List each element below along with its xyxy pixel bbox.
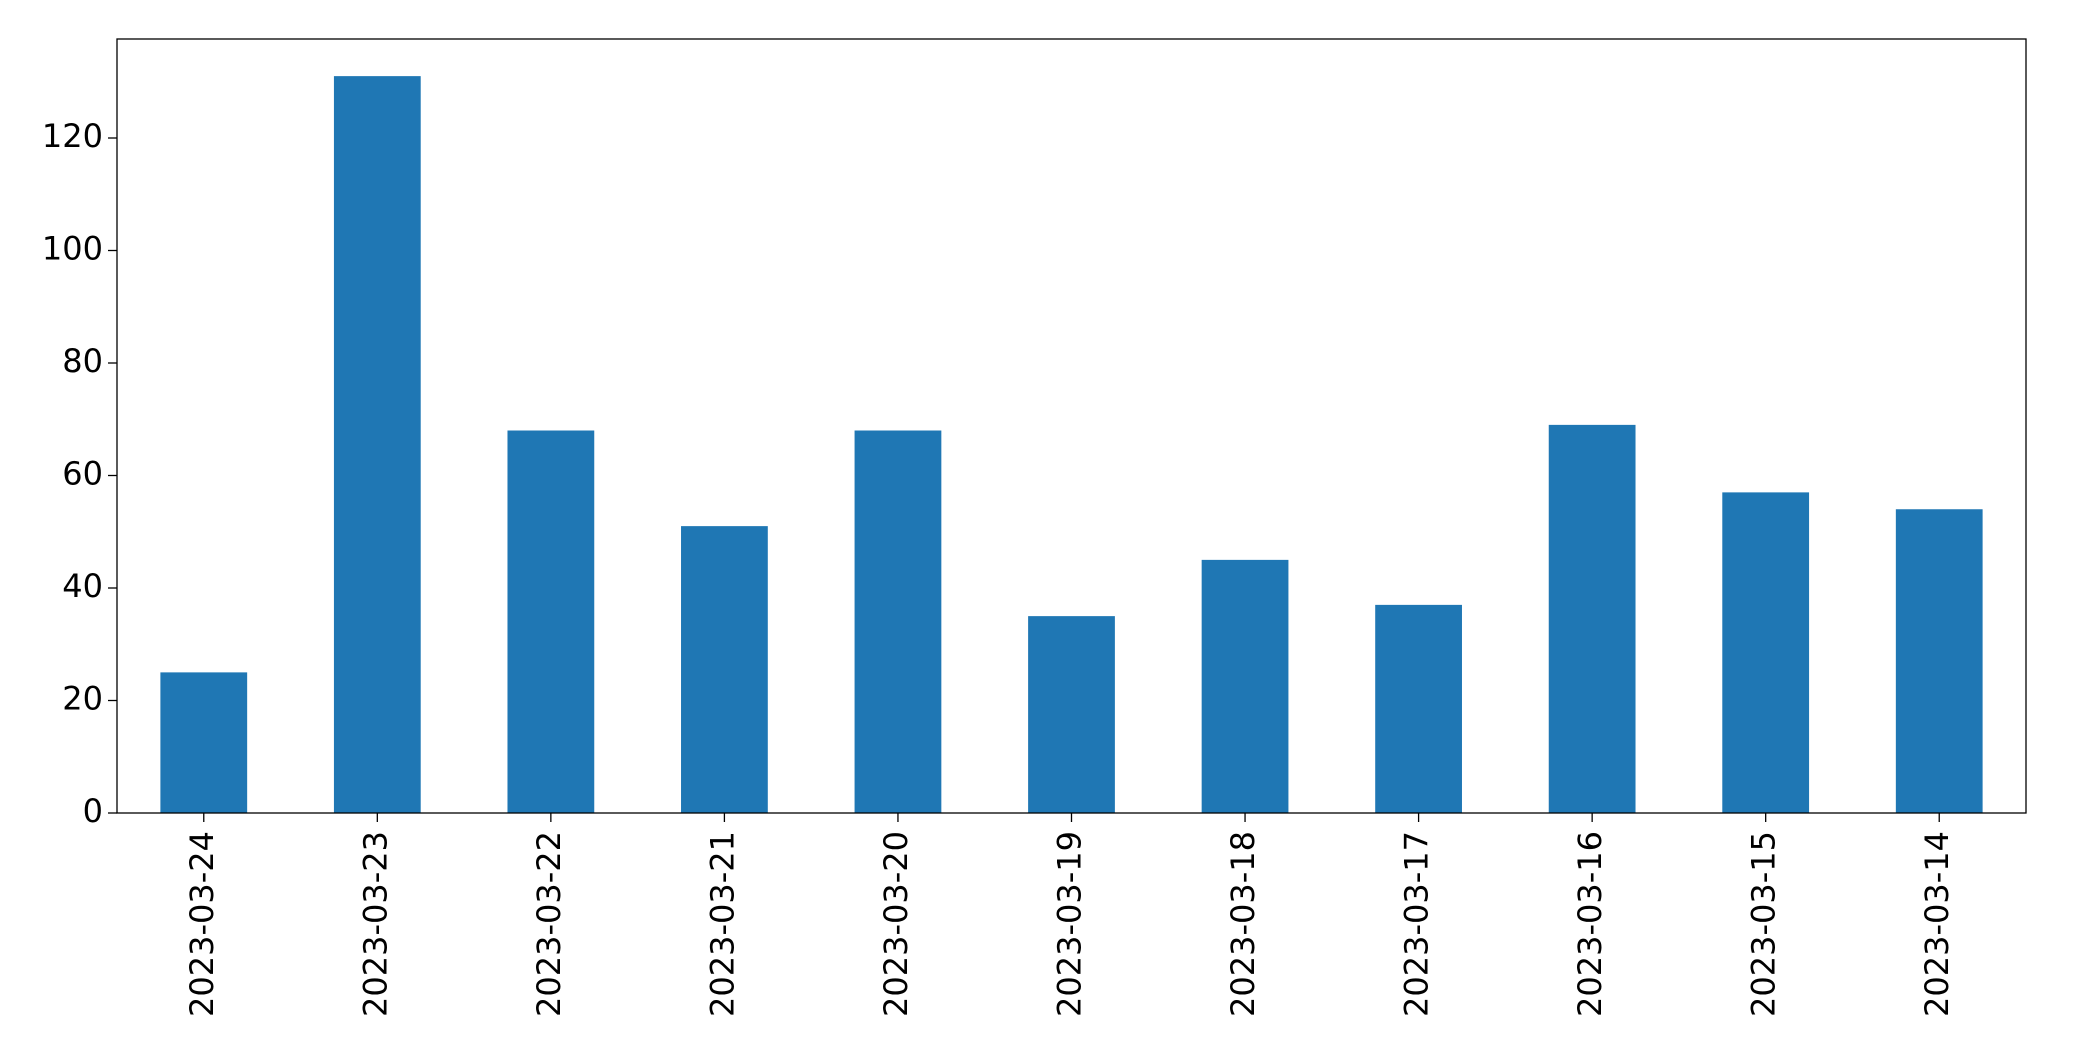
x-tick-label: 2023-03-24 xyxy=(183,831,221,1017)
x-tick-label: 2023-03-16 xyxy=(1571,831,1609,1017)
plot-frame xyxy=(116,38,2027,814)
bar xyxy=(681,526,768,813)
bar xyxy=(160,672,248,813)
bar xyxy=(333,76,421,813)
bar xyxy=(507,430,595,813)
y-tick-label: 20 xyxy=(62,680,103,718)
y-tick-label: 120 xyxy=(42,117,103,155)
bar xyxy=(1201,559,1289,813)
y-tick-label: 60 xyxy=(62,455,103,493)
y-tick-label: 100 xyxy=(42,230,103,268)
x-tick-label: 2023-03-21 xyxy=(703,831,741,1017)
x-tick-label: 2023-03-15 xyxy=(1745,831,1783,1017)
bar xyxy=(854,430,942,813)
bar xyxy=(1895,509,1983,813)
x-tick-label: 2023-03-18 xyxy=(1224,831,1262,1017)
x-tick-label: 2023-03-14 xyxy=(1918,831,1956,1017)
y-tick-label: 40 xyxy=(62,567,103,605)
x-tick-label: 2023-03-17 xyxy=(1398,831,1436,1017)
x-tick-label: 2023-03-22 xyxy=(530,831,568,1017)
x-tick-label: 2023-03-20 xyxy=(877,831,915,1017)
bar xyxy=(1722,492,1810,813)
y-tick-label: 0 xyxy=(83,792,103,830)
y-tick-label: 80 xyxy=(62,342,103,380)
bar xyxy=(1375,604,1462,813)
bar xyxy=(1028,616,1115,813)
bar xyxy=(1548,424,1636,813)
x-tick-label: 2023-03-19 xyxy=(1051,831,1089,1017)
x-tick-label: 2023-03-23 xyxy=(356,831,394,1017)
